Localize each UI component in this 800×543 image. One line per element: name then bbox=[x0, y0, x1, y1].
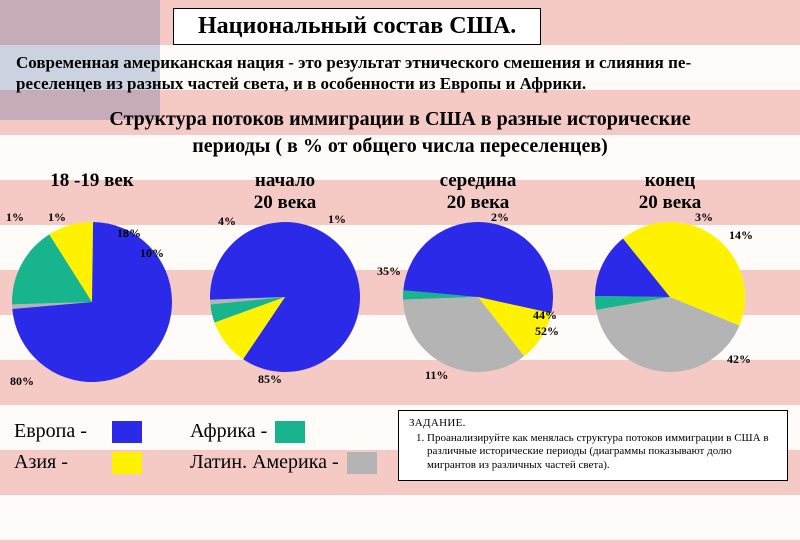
pie-slice-label: 14% bbox=[729, 228, 753, 243]
structure-heading-l2: периоды ( в % от общего числа переселенц… bbox=[50, 133, 750, 160]
pie-column: середина20 века 2%52%11%35%44% bbox=[388, 170, 568, 372]
pie-extra-label: 44% bbox=[533, 308, 557, 323]
legend-row: Азия - Латин. Америка - bbox=[14, 451, 377, 474]
pie-chart: 4%1%85% bbox=[210, 222, 360, 372]
pie-slice-label: 11% bbox=[425, 368, 448, 383]
structure-heading: Структура потоков иммиграции в США в раз… bbox=[50, 106, 750, 160]
pie-chart: 2%52%11%35%44% bbox=[403, 222, 553, 372]
legend-label-africa: Африка - bbox=[190, 420, 267, 443]
pie-column: начало20 века 4%1%85% bbox=[195, 170, 375, 372]
pie-title: середина20 века bbox=[388, 170, 568, 216]
legend-swatch-asia bbox=[112, 452, 142, 474]
pie-title: 18 -19 век bbox=[0, 170, 187, 216]
pie-slice-label: 52% bbox=[535, 324, 559, 339]
page-title: Национальный состав США. bbox=[173, 8, 541, 45]
pie-slice-label: 35% bbox=[377, 264, 401, 279]
task-list: Проанализируйте как менялась структура п… bbox=[427, 432, 777, 472]
pie-slice-label: 2% bbox=[491, 210, 509, 225]
pie-slice-label: 4% bbox=[218, 214, 236, 229]
pie-title: начало20 века bbox=[195, 170, 375, 216]
legend-label-asia: Азия - bbox=[14, 451, 104, 474]
task-box: ЗАДАНИЕ. Проанализируйте как менялась ст… bbox=[398, 410, 788, 481]
pie-slice-label: 10% bbox=[140, 246, 164, 261]
pie-extra-label: 1% bbox=[48, 210, 66, 225]
pie-charts-row: 18 -19 век1%18%10%80%1%начало20 века4%1%… bbox=[0, 170, 800, 405]
legend-swatch-latam bbox=[347, 452, 377, 474]
legend-row: Европа - Африка - bbox=[14, 420, 377, 443]
legend-label-europe: Европа - bbox=[14, 420, 104, 443]
task-header: ЗАДАНИЕ. bbox=[409, 417, 777, 430]
pie-chart: 1%18%10%80%1% bbox=[12, 222, 172, 382]
pie-slice-label: 3% bbox=[695, 210, 713, 225]
pie-column: конец20 века3%14%42% bbox=[580, 170, 760, 372]
pie-slice-label: 80% bbox=[10, 374, 34, 389]
task-item: Проанализируйте как менялась структура п… bbox=[427, 432, 777, 472]
pie-slice-label: 42% bbox=[727, 352, 751, 367]
pie-column: 18 -19 век 1%18%10%80%1% bbox=[0, 170, 187, 382]
structure-heading-l1: Структура потоков иммиграции в США в раз… bbox=[50, 106, 750, 133]
pie-slice-label: 1% bbox=[328, 212, 346, 227]
pie-chart: 3%14%42% bbox=[595, 222, 745, 372]
legend-swatch-africa bbox=[275, 421, 305, 443]
pie-slice-label: 85% bbox=[258, 372, 282, 387]
legend: Европа - Африка - Азия - Латин. Америка … bbox=[14, 420, 377, 482]
legend-swatch-europe bbox=[112, 421, 142, 443]
intro-text: Современная американская нация - это рез… bbox=[16, 52, 776, 95]
pie-slice-label: 18% bbox=[117, 226, 141, 241]
pie-title: конец20 века bbox=[580, 170, 760, 216]
legend-label-latam: Латин. Америка - bbox=[190, 451, 339, 474]
pie-slice-label: 1% bbox=[6, 210, 24, 225]
